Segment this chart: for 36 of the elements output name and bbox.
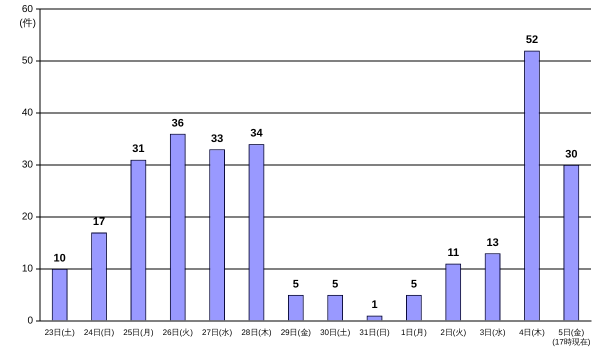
data-label: 33 bbox=[210, 132, 224, 145]
y-tick-label: 50 bbox=[22, 56, 34, 67]
x-tick-label: 4日(木) bbox=[519, 328, 546, 337]
data-label: 36 bbox=[172, 117, 184, 130]
data-label: 10 bbox=[54, 252, 66, 264]
data-label: 5 bbox=[410, 278, 417, 290]
y-tick-label: 20 bbox=[22, 212, 34, 223]
y-tick-label: 40 bbox=[22, 108, 34, 119]
y-tick-label: 30 bbox=[22, 160, 34, 171]
y-axis-title: (件) bbox=[19, 18, 36, 29]
data-label: 11 bbox=[447, 247, 460, 260]
data-label: 34 bbox=[250, 128, 264, 140]
data-label: 52 bbox=[526, 34, 538, 46]
data-label: 17 bbox=[92, 216, 106, 228]
x-tick-label: 2日(火) bbox=[440, 328, 466, 337]
data-label: 31 bbox=[132, 143, 145, 156]
x-tick-label: 23日(土) bbox=[44, 328, 76, 337]
x-tick-label: 1日(月) bbox=[401, 328, 428, 337]
x-tick-label: 30日(土) bbox=[320, 328, 351, 337]
data-label: 13 bbox=[486, 236, 499, 249]
x-tick-label: 26日(火) bbox=[162, 328, 194, 337]
x-tick-label: 28日(木) bbox=[241, 328, 272, 337]
x-tick-label: 25日(月) bbox=[123, 328, 154, 337]
x-tick-label: 29日(金) bbox=[280, 328, 312, 337]
data-label: 1 bbox=[371, 299, 378, 312]
data-label: 30 bbox=[565, 148, 578, 160]
y-tick-label: 10 bbox=[22, 264, 34, 275]
y-tick-label: 60 bbox=[22, 4, 34, 15]
x-tick-label: 27日(水) bbox=[202, 328, 233, 337]
x-tick-label: 5日(金) (17時現在) bbox=[552, 328, 591, 346]
x-tick-label: 3日(水) bbox=[480, 328, 506, 337]
data-label: 5 bbox=[332, 278, 338, 290]
x-tick-label: 31日(日) bbox=[359, 328, 390, 337]
x-tick-label: 24日(日) bbox=[84, 328, 114, 337]
y-tick-label: 0 bbox=[27, 316, 34, 327]
data-label: 5 bbox=[292, 278, 299, 290]
